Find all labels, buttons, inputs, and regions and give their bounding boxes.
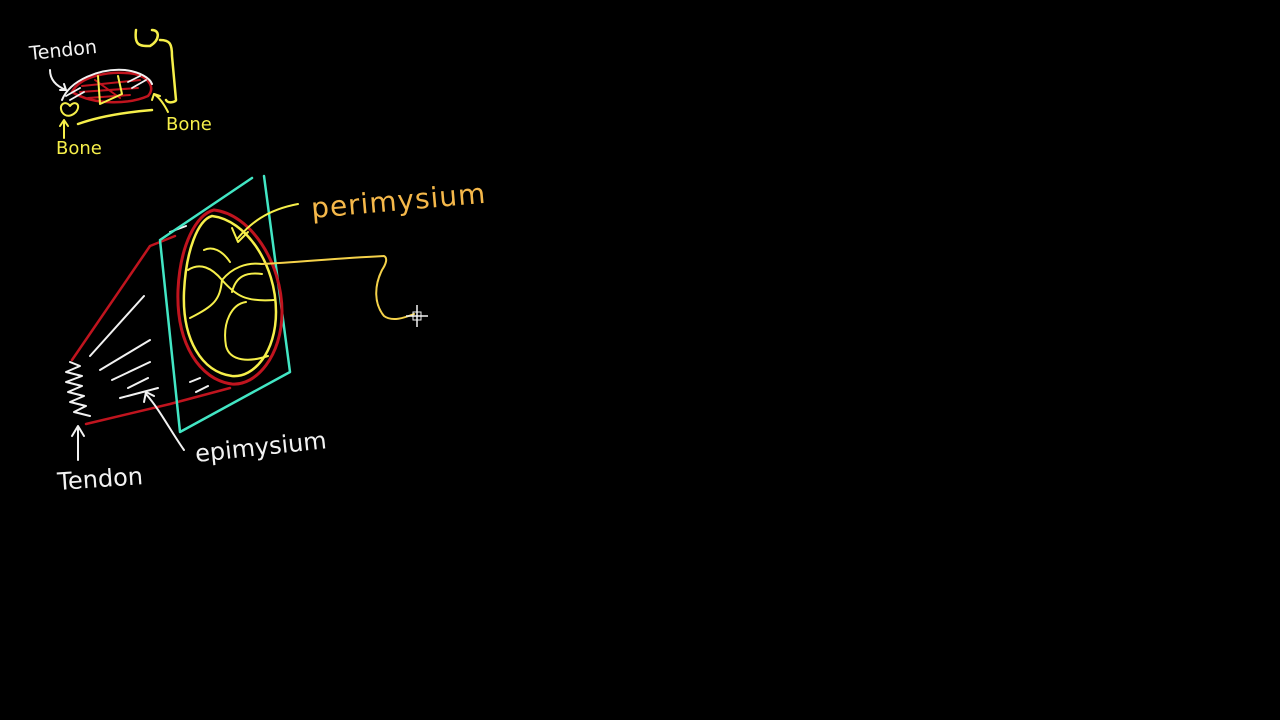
cross-section-red-outline (176, 208, 284, 386)
main-muscle-diagram (65, 174, 415, 461)
perimysium-pointer-tick (231, 227, 249, 243)
small-bone-left-arrow (59, 119, 69, 139)
fascicle-divisions (187, 247, 275, 361)
crosshair-cursor-icon (406, 305, 428, 327)
small-muscle-fibers (79, 79, 141, 99)
small-bone-right-arrow (151, 93, 169, 113)
small-bone-right-label: Bone (166, 114, 212, 135)
small-bracket (134, 28, 178, 104)
small-bone-left-shape (60, 102, 80, 117)
main-tendon-label: Tendon (55, 462, 143, 496)
small-muscle-diagram (49, 28, 178, 139)
perimysium-outline (182, 214, 278, 378)
tendon-zigzag (65, 361, 91, 417)
small-bone-base (76, 108, 154, 126)
muscle-fiber-lines (89, 295, 159, 399)
muscle-outline-top (70, 234, 177, 362)
small-tendon-arrow (49, 69, 67, 91)
small-tendon-outline (61, 68, 153, 101)
perimysium-pointer (237, 203, 299, 239)
epimysium-arrow (143, 391, 185, 451)
small-bone-left-label: Bone (56, 138, 102, 159)
fascicle-pointer-line (261, 255, 415, 321)
small-tendon-lines (65, 75, 147, 101)
muscle-outline-bottom (84, 386, 232, 426)
tendon-arrow (71, 425, 85, 461)
small-inner-fascicle (97, 75, 123, 105)
